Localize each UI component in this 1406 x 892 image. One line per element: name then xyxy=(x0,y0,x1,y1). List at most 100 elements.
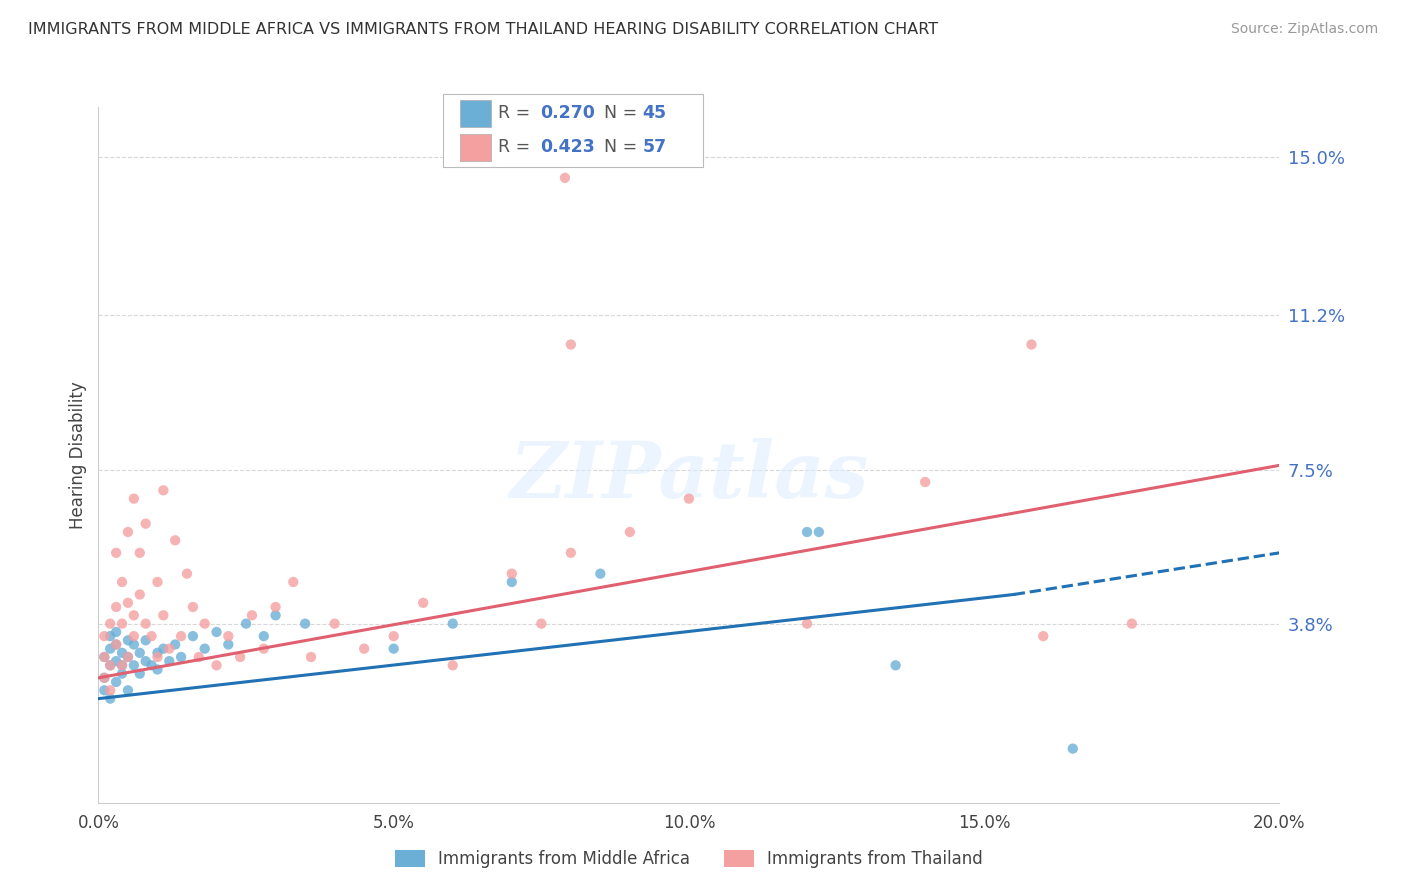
Point xyxy=(554,170,576,185)
Point xyxy=(1032,629,1054,643)
Point xyxy=(117,524,139,539)
Point xyxy=(128,587,150,601)
Point xyxy=(283,574,305,589)
Point xyxy=(157,654,180,668)
Point xyxy=(441,658,464,673)
Point xyxy=(240,608,263,623)
Point xyxy=(105,675,128,690)
Point xyxy=(135,516,157,531)
Point xyxy=(170,650,193,665)
Point xyxy=(117,596,139,610)
Point xyxy=(619,524,641,539)
Point xyxy=(323,616,346,631)
Point xyxy=(205,625,228,640)
Point xyxy=(128,646,150,660)
Point xyxy=(170,629,193,643)
Point xyxy=(1021,337,1043,351)
Point xyxy=(146,646,169,660)
Point xyxy=(135,616,157,631)
Point xyxy=(98,683,121,698)
Text: N =: N = xyxy=(593,138,643,156)
Point xyxy=(117,650,139,665)
Point xyxy=(98,658,121,673)
Point xyxy=(560,337,582,351)
Point xyxy=(146,650,169,665)
Point xyxy=(141,658,163,673)
Point xyxy=(105,654,128,668)
Point xyxy=(93,671,115,685)
Point xyxy=(176,566,198,581)
Text: 57: 57 xyxy=(643,138,666,156)
Point xyxy=(128,546,150,560)
Point xyxy=(98,629,121,643)
Point xyxy=(105,546,128,560)
Point xyxy=(235,616,257,631)
Text: IMMIGRANTS FROM MIDDLE AFRICA VS IMMIGRANTS FROM THAILAND HEARING DISABILITY COR: IMMIGRANTS FROM MIDDLE AFRICA VS IMMIGRA… xyxy=(28,22,938,37)
Point xyxy=(98,658,121,673)
Y-axis label: Hearing Disability: Hearing Disability xyxy=(69,381,87,529)
Point xyxy=(807,524,830,539)
Text: Source: ZipAtlas.com: Source: ZipAtlas.com xyxy=(1230,22,1378,37)
Point xyxy=(560,546,582,560)
Point xyxy=(93,671,115,685)
Point xyxy=(98,691,121,706)
Point xyxy=(98,616,121,631)
Point xyxy=(117,683,139,698)
Point xyxy=(194,641,217,656)
Point xyxy=(382,641,405,656)
Point xyxy=(1062,741,1084,756)
Point xyxy=(117,650,139,665)
Point xyxy=(884,658,907,673)
Point xyxy=(181,599,204,614)
Point xyxy=(117,633,139,648)
Point xyxy=(152,483,174,498)
Point xyxy=(122,658,145,673)
Point xyxy=(111,658,134,673)
Point xyxy=(152,641,174,656)
Point xyxy=(122,491,145,506)
Point xyxy=(93,650,115,665)
Point xyxy=(152,608,174,623)
Point xyxy=(353,641,375,656)
Text: 0.423: 0.423 xyxy=(540,138,595,156)
Point xyxy=(229,650,252,665)
Text: 45: 45 xyxy=(643,104,666,122)
Point xyxy=(122,629,145,643)
Point xyxy=(264,599,287,614)
Text: 0.270: 0.270 xyxy=(540,104,595,122)
Point xyxy=(122,608,145,623)
Point xyxy=(589,566,612,581)
Point xyxy=(93,629,115,643)
Point xyxy=(135,654,157,668)
Point xyxy=(412,596,434,610)
Point xyxy=(205,658,228,673)
Point xyxy=(146,574,169,589)
Point xyxy=(111,666,134,681)
Text: N =: N = xyxy=(593,104,643,122)
Point xyxy=(135,633,157,648)
Point xyxy=(105,625,128,640)
Point xyxy=(796,524,818,539)
Legend: Immigrants from Middle Africa, Immigrants from Thailand: Immigrants from Middle Africa, Immigrant… xyxy=(388,843,990,874)
Point xyxy=(105,638,128,652)
Point xyxy=(111,616,134,631)
Point xyxy=(141,629,163,643)
Point xyxy=(165,638,187,652)
Point xyxy=(796,616,818,631)
Point xyxy=(253,641,276,656)
Point xyxy=(253,629,276,643)
Point xyxy=(294,616,316,631)
Point xyxy=(530,616,553,631)
Point xyxy=(165,533,187,548)
Point xyxy=(441,616,464,631)
Point xyxy=(105,599,128,614)
Text: R =: R = xyxy=(498,104,536,122)
Point xyxy=(93,650,115,665)
Point xyxy=(111,646,134,660)
Point xyxy=(501,574,523,589)
Point xyxy=(105,638,128,652)
Point xyxy=(914,475,936,489)
Point xyxy=(194,616,217,631)
Point xyxy=(217,638,239,652)
Point xyxy=(181,629,204,643)
